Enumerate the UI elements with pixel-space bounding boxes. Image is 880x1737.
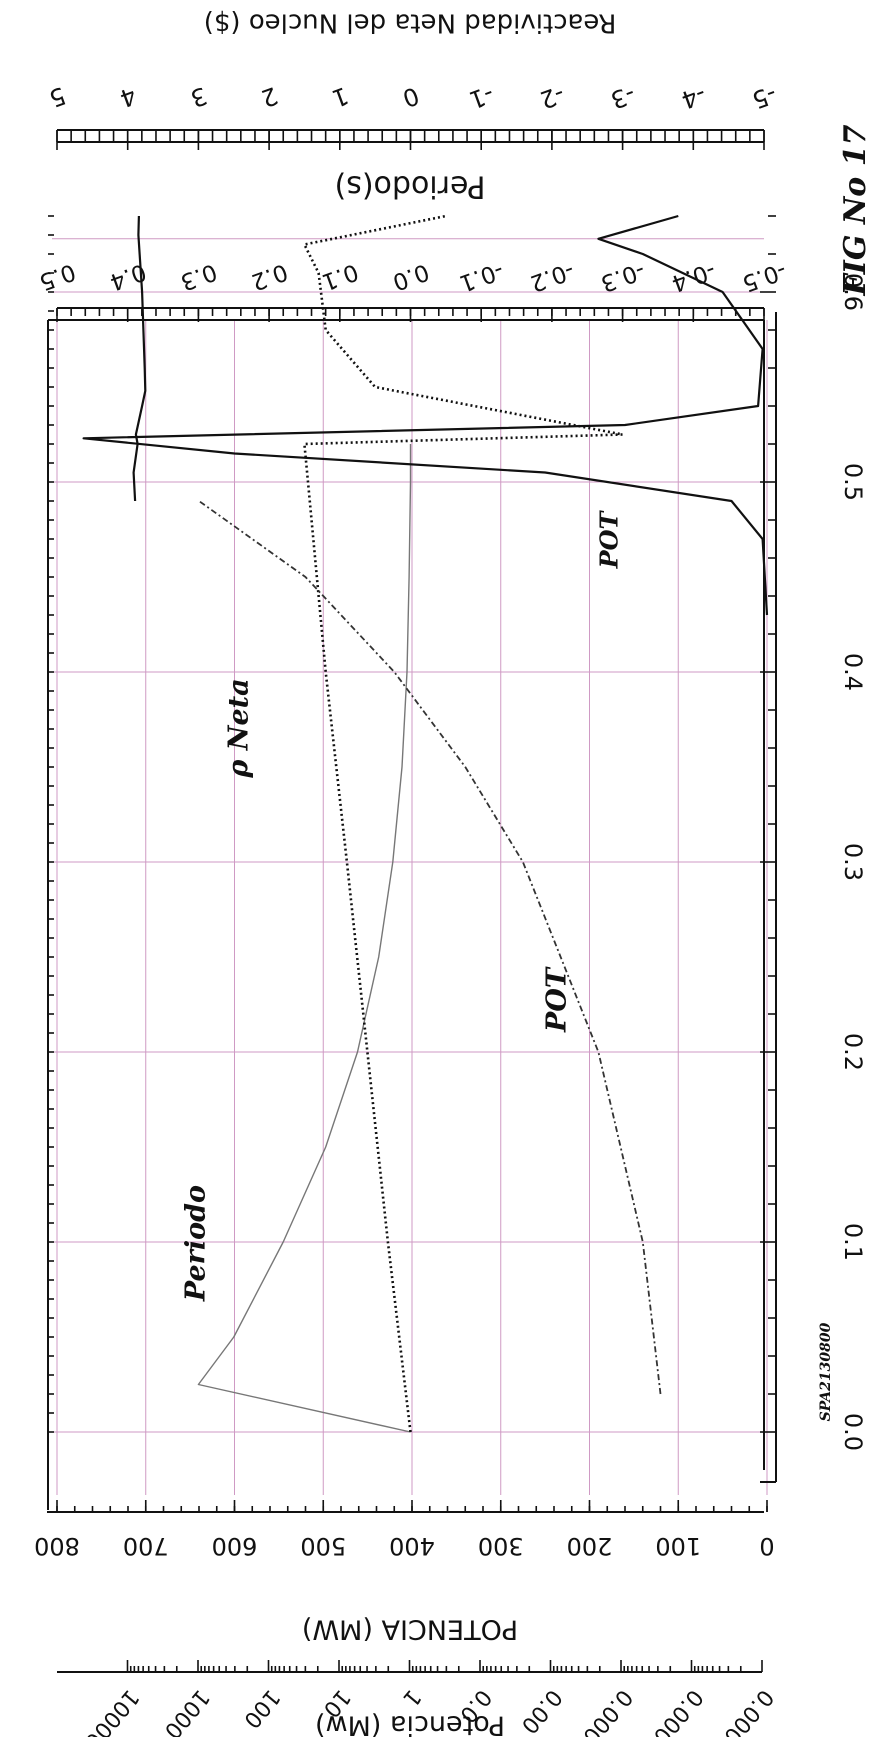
power-tick-label-4: 400 bbox=[389, 1532, 435, 1560]
periodo-tick-label-10: 0.5 bbox=[36, 258, 79, 295]
grid-lines bbox=[52, 238, 768, 1495]
axes: 0.0 0.1 0.2 0.3 0.4 0.5 0.6 0 100 200 300 400 500 600… bbox=[34, 8, 867, 1737]
log-tick-label-5: 1 bbox=[397, 1684, 425, 1711]
power-tick-label-7: 700 bbox=[123, 1532, 169, 1560]
reactividad-tick-label-4: -1 bbox=[466, 80, 498, 114]
power-tick-label-5: 500 bbox=[300, 1532, 346, 1560]
time-tick-label-2: 0.2 bbox=[839, 1033, 867, 1071]
periodo-axis-label: Periodo(s) bbox=[335, 169, 486, 204]
series-line-1 bbox=[303, 214, 624, 1433]
periodo-tick-label-2: -0.3 bbox=[597, 257, 648, 297]
reactividad-axis-label: Reactividad Neta del Nucleo ($) bbox=[204, 8, 617, 38]
periodo-tick-label-8: 0.3 bbox=[177, 258, 220, 295]
series-group bbox=[82, 214, 769, 1433]
curve-label-pot-low: POT bbox=[542, 966, 573, 1033]
log-tick-label-8: 1000 bbox=[159, 1684, 214, 1737]
series-line-2 bbox=[198, 500, 662, 1395]
curve-label-periodo: Periodo bbox=[181, 1185, 212, 1302]
reactividad-tick-label-0: -5 bbox=[748, 80, 780, 114]
reactividad-tick-label-8: 3 bbox=[187, 81, 211, 113]
plot-frame bbox=[47, 319, 765, 1510]
periodo-tick-label-6: 0.1 bbox=[318, 258, 361, 295]
log-power-axis-label: Potencia (Mw) bbox=[315, 1710, 505, 1737]
periodo-tick-label-3: -0.2 bbox=[527, 257, 578, 297]
log-tick-label-7: 100 bbox=[238, 1684, 284, 1732]
power-tick-label-3: 300 bbox=[478, 1532, 524, 1560]
periodo-tick-label-1: -0.4 bbox=[668, 257, 719, 297]
code-label: SPA2130800 bbox=[818, 1322, 834, 1421]
curve-label-pot-high: POT bbox=[595, 509, 624, 569]
periodo-tick-label-4: -0.1 bbox=[456, 257, 507, 297]
log-tick-label-3: 0.00 bbox=[516, 1684, 567, 1737]
reactividad-tick-label-6: 1 bbox=[328, 81, 352, 113]
time-tick-label-6: 0.6 bbox=[839, 273, 867, 311]
power-tick-label-8: 800 bbox=[34, 1532, 80, 1560]
reactividad-tick-label-1: -4 bbox=[678, 80, 710, 114]
series-line-0 bbox=[197, 444, 412, 1433]
reactividad-tick-label-3: -2 bbox=[536, 80, 568, 114]
labels-group: Periodo ρ Neta POT POT FIG No 17 SPA2130800 bbox=[181, 124, 874, 1421]
periodo-tick-label-5: 0.0 bbox=[389, 258, 432, 295]
reactividad-tick-label-5: 0 bbox=[399, 81, 423, 113]
power-tick-label-0: 0 bbox=[759, 1532, 774, 1560]
curve-label-rho-neta: ρ Neta bbox=[224, 678, 255, 778]
figure-label: FIG No 17 bbox=[838, 124, 873, 296]
power-tick-label-2: 200 bbox=[567, 1532, 613, 1560]
reactividad-tick-label-2: -3 bbox=[607, 80, 639, 114]
series-line-4 bbox=[132, 215, 147, 502]
reactividad-tick-label-7: 2 bbox=[257, 81, 281, 113]
series-line-3 bbox=[82, 214, 769, 616]
time-tick-label-3: 0.3 bbox=[839, 843, 867, 881]
power-tick-label-6: 600 bbox=[212, 1532, 258, 1560]
periodo-tick-label-7: 0.2 bbox=[248, 258, 291, 295]
time-tick-label-5: 0.5 bbox=[839, 463, 867, 501]
log-tick-label-0: 0.00000 bbox=[700, 1684, 778, 1737]
power-tick-label-1: 100 bbox=[655, 1532, 701, 1560]
log-tick-label-2: 0.000 bbox=[577, 1684, 637, 1737]
time-tick-label-4: 0.4 bbox=[839, 653, 867, 691]
time-tick-label-1: 0.1 bbox=[839, 1223, 867, 1261]
time-tick-label-0: 0.0 bbox=[839, 1413, 867, 1451]
log-tick-label-1: 0.0000 bbox=[639, 1684, 708, 1737]
periodo-tick-label-0: -0.5 bbox=[739, 257, 790, 297]
reactividad-tick-label-10: 5 bbox=[45, 81, 69, 113]
power-axis-label: POTENCIA (MW) bbox=[302, 1614, 518, 1645]
log-tick-label-9: 10000 bbox=[79, 1684, 143, 1737]
reactividad-tick-label-9: 4 bbox=[116, 81, 140, 113]
